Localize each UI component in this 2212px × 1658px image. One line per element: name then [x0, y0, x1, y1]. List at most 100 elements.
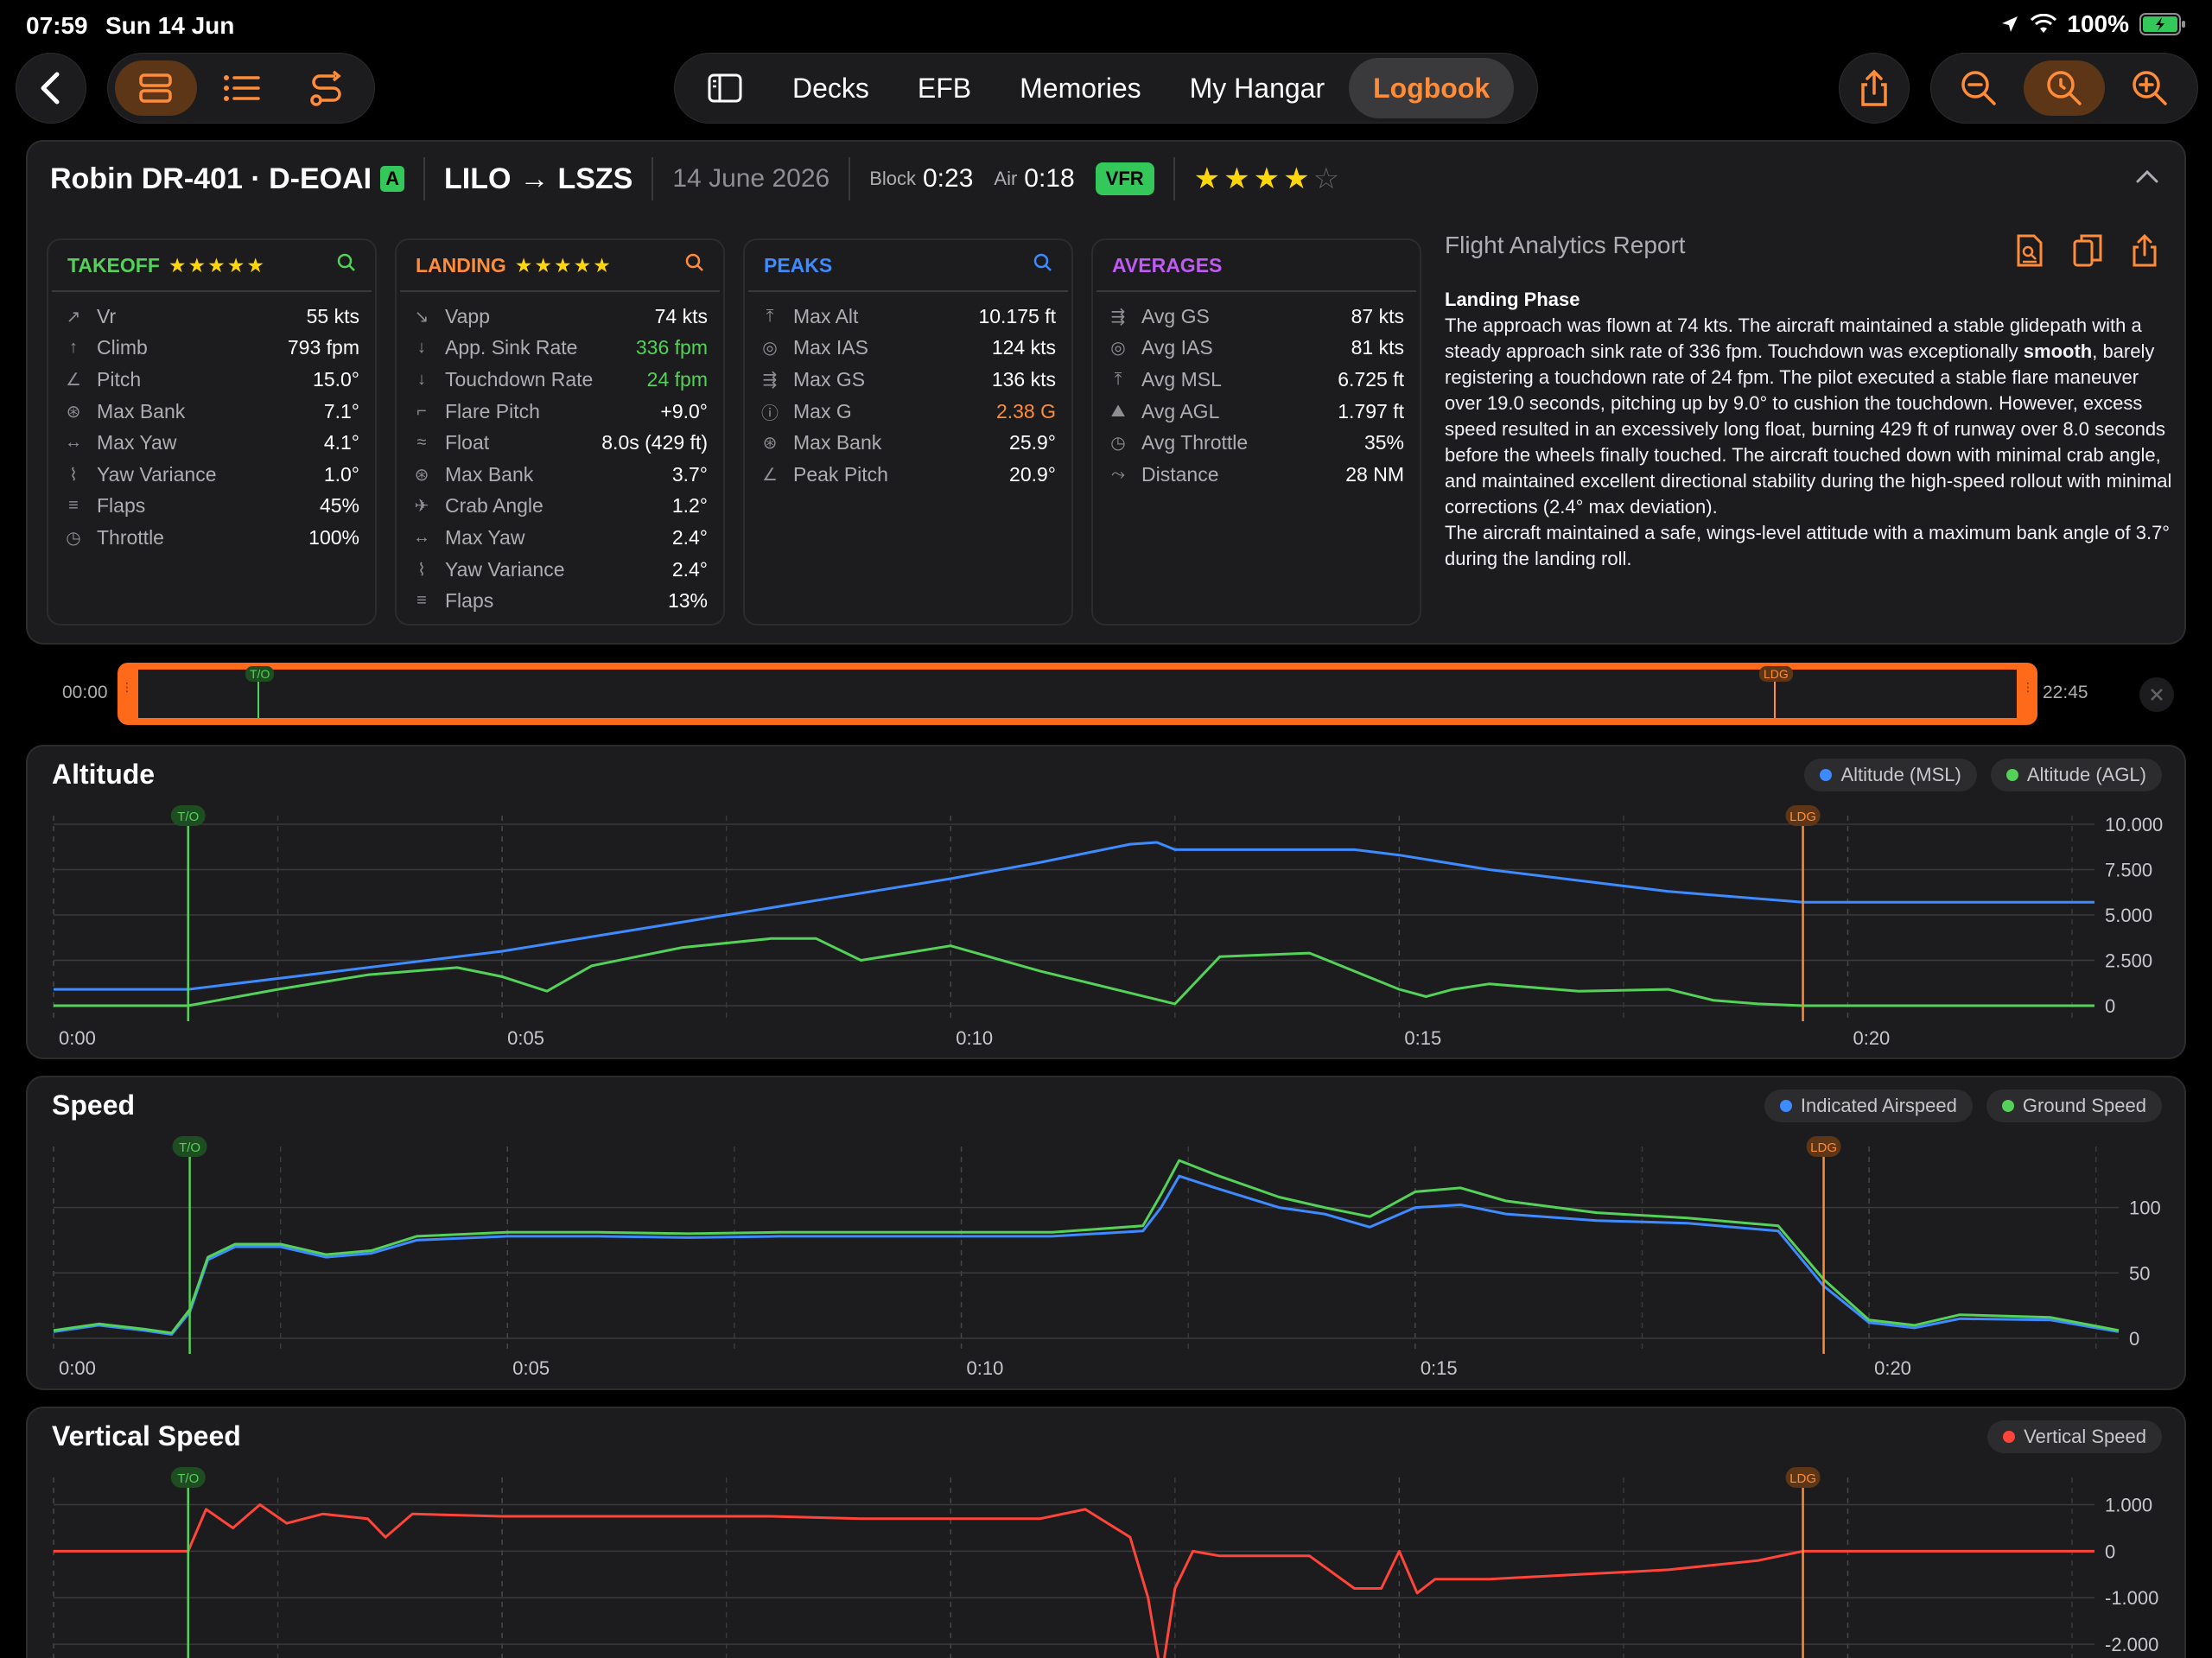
landing-marker-badge [1806, 1136, 1841, 1157]
stat-value: 4.1° [323, 431, 359, 454]
status-date: Sun 14 Jun [105, 12, 235, 39]
series-line [53, 1174, 2120, 1336]
y-tick-label: 7.500 [2105, 860, 2152, 881]
stat-value: 28 NM [1345, 462, 1404, 486]
legend-label: Altitude (MSL) [1840, 764, 1961, 785]
back-button[interactable] [16, 53, 86, 124]
stat-value: +9.0° [660, 399, 708, 422]
stat-value: 24 fpm [646, 367, 708, 391]
stat-icon: ⊛ [66, 402, 81, 422]
legend-item[interactable]: Vertical Speed [1987, 1420, 2162, 1453]
speed-legend: Indicated Airspeed Ground Speed [1764, 1089, 2162, 1122]
stat-icon: ⊛ [762, 434, 778, 454]
right-handle-icon[interactable]: ⋮ [2022, 680, 2034, 694]
route-view-button[interactable] [285, 60, 367, 116]
stat-label: Crab Angle [445, 494, 543, 518]
landing-marker [1774, 670, 1776, 718]
divider [652, 157, 654, 200]
legend-item[interactable]: Altitude (MSL) [1804, 759, 1977, 791]
stat-value: 100% [308, 525, 359, 549]
share-icon[interactable] [2131, 233, 2158, 268]
x-tick-label: 0:20 [1853, 1027, 1890, 1049]
takeoff-marker-badge [172, 1136, 207, 1157]
stat-value: 7.1° [323, 399, 359, 422]
series-line [54, 841, 2094, 991]
stat-row: ◎ Avg IAS 81 kts [1093, 333, 1420, 365]
y-tick-label: -1.000 [2105, 1587, 2158, 1609]
tab-efb[interactable]: EFB [917, 72, 972, 104]
stat-label: Avg AGL [1141, 399, 1220, 422]
stat-row: ≡ Flaps 45% [48, 491, 375, 523]
stat-icon: ↔ [65, 433, 82, 453]
legend-dot [2003, 1431, 2016, 1443]
stat-icon: ≈ [416, 433, 427, 453]
stat-label: Yaw Variance [97, 462, 217, 486]
vertical-speed-legend: Vertical Speed [1987, 1420, 2162, 1453]
y-tick-label: 2.500 [2105, 950, 2152, 972]
document-search-icon[interactable] [2015, 233, 2044, 268]
divider [849, 157, 851, 200]
x-tick-label: 0:05 [512, 1357, 550, 1379]
tab-memories[interactable]: Memories [1020, 72, 1141, 104]
landing-title: LANDING [416, 253, 506, 276]
stat-row: ◎ Max IAS 124 kts [745, 333, 1071, 365]
report-text: , barely registering a touchdown rate of… [1445, 340, 2172, 518]
copy-icon[interactable] [2072, 233, 2103, 268]
legend-item[interactable]: Indicated Airspeed [1764, 1089, 1973, 1122]
search-icon[interactable] [337, 253, 356, 277]
timeline-close-button[interactable] [2139, 677, 2174, 712]
stat-label: Max Bank [445, 462, 534, 486]
zoom-out-button[interactable] [1938, 60, 2020, 116]
stat-value: 55 kts [306, 304, 359, 327]
stat-label: Throttle [97, 525, 164, 549]
divider [1173, 157, 1175, 200]
x-tick-label: 0:00 [59, 1027, 96, 1049]
y-tick-label: 1.000 [2105, 1495, 2152, 1516]
stat-row: ⓘ Max G 2.38 G [745, 396, 1071, 428]
legend-label: Vertical Speed [2024, 1426, 2146, 1447]
x-tick-label: 0:10 [967, 1357, 1004, 1379]
tab-my-hangar[interactable]: My Hangar [1189, 72, 1325, 104]
stat-value: 35% [1363, 431, 1404, 454]
stat-row: ⇶ Avg GS 87 kts [1093, 301, 1420, 333]
stat-row: ↔ Max Yaw 4.1° [48, 427, 375, 459]
share-button[interactable] [1839, 53, 1910, 124]
analytics-report: Flight Analytics Report Landing Phase Th… [1445, 232, 2179, 572]
speed-chart[interactable]: 100 50 0 0:00 0:05 0:10 0:15 0:20 T/O LDG [28, 1077, 2188, 1392]
list-icon [224, 75, 260, 101]
stat-icon: ⌇ [69, 465, 78, 485]
flight-rating[interactable]: ★★★★☆ [1194, 162, 1343, 196]
sidebar-toggle-button[interactable] [682, 60, 768, 116]
x-tick-label: 0:00 [59, 1357, 96, 1379]
timeline-start: 00:00 [62, 683, 108, 702]
vertical-speed-chart[interactable]: 1.000 0 -1.000 -2.000 T/O LDG [28, 1408, 2188, 1658]
stat-row: ↓ App. Sink Rate 336 fpm [397, 333, 723, 365]
chart-title: Vertical Speed [52, 1420, 241, 1452]
chevron-up-icon[interactable] [2134, 168, 2160, 185]
stat-row: ⌇ Yaw Variance 1.0° [48, 459, 375, 491]
search-icon[interactable] [1033, 253, 1052, 277]
legend-item[interactable]: Altitude (AGL) [1990, 759, 2162, 791]
altitude-chart[interactable]: 10.000 7.500 5.000 2.500 0 0:00 0:05 0:10 0:15 0:… [28, 746, 2188, 1061]
tab-logbook[interactable]: Logbook [1349, 58, 1515, 118]
status-bar: 07:59 Sun 14 Jun 100% [0, 0, 2212, 50]
tab-decks[interactable]: Decks [792, 72, 869, 104]
stat-value: 13% [667, 589, 708, 613]
zoom-in-button[interactable] [2108, 60, 2190, 116]
flight-header: Robin DR-401 · D-EOAI A LILO → LSZS 14 J… [28, 142, 2184, 216]
search-icon[interactable] [685, 253, 704, 277]
zoom-group [1930, 53, 2198, 124]
report-body: The approach was flown at 74 kts. The ai… [1445, 313, 2179, 572]
list-view-button[interactable] [200, 60, 283, 116]
speed-chart-card: Speed Indicated Airspeed Ground Speed 10… [26, 1076, 2186, 1390]
left-handle-icon[interactable]: ⋮ [121, 680, 133, 694]
cards-view-button[interactable] [115, 60, 197, 116]
block-time: 0:23 [923, 164, 974, 193]
stat-label: Max G [793, 399, 852, 422]
legend-item[interactable]: Ground Speed [1986, 1089, 2162, 1122]
nav-bar: Decks EFB Memories My Hangar Logbook [0, 50, 2212, 126]
stat-icon: ⛰ [1110, 401, 1126, 421]
timeline-scrubber[interactable]: ⋮ ⋮ T/O LDG [118, 663, 2037, 725]
zoom-fit-button[interactable] [2023, 60, 2106, 116]
chart-title: Speed [52, 1089, 136, 1121]
